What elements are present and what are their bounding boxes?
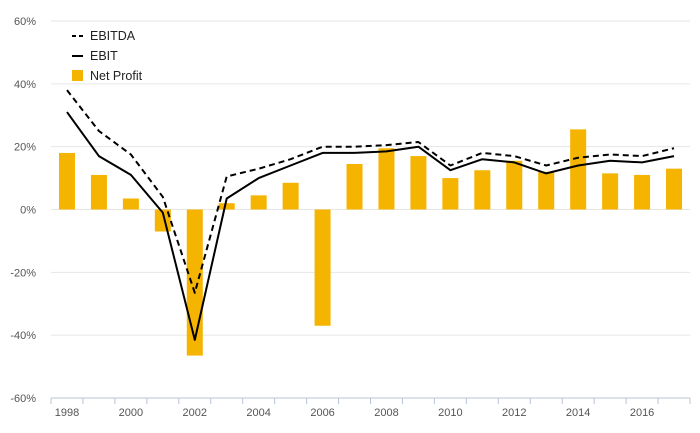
bar-net-profit [346,163,363,210]
y-tick-label: 20% [14,142,36,154]
bar-net-profit [282,182,299,210]
line-ebit [66,111,675,341]
bar-net-profit [90,174,107,210]
x-tick-label: 2012 [502,407,526,419]
legend-label-net-profit: Net Profit [90,69,143,83]
y-axis: 60% 40% 20% 0% -20% -40% -60% [10,16,36,405]
bar-net-profit [378,148,395,210]
legend-label-ebitda: EBITDA [90,29,136,43]
y-tick-label: 40% [14,79,36,91]
legend: EBITDA EBIT Net Profit [72,29,143,83]
bar-net-profit [314,209,331,326]
bar-net-profit [58,152,75,210]
bar-net-profit [186,209,203,356]
bar-net-profit [250,195,267,210]
x-tick-label: 2000 [119,407,143,419]
x-tick-label: 2010 [438,407,462,419]
x-tick-label: 2002 [183,407,207,419]
x-tick-label: 2004 [246,407,270,419]
x-tick-label: 1998 [55,407,79,419]
bar-net-profit [666,168,683,210]
bar-net-profit [506,160,523,210]
bar-net-profit [218,203,235,210]
line-ebitda [66,89,675,294]
x-tick-label: 2014 [566,407,590,419]
bar-net-profit [474,170,491,210]
y-tick-label: -20% [10,267,36,279]
y-tick-label: -40% [10,330,36,342]
bar-net-profit [538,171,555,210]
gridlines [51,20,690,399]
bar-net-profit [410,156,427,210]
bar-net-profit [634,174,651,210]
x-tick-label: 2016 [630,407,654,419]
bar-net-profit [602,173,619,210]
y-tick-label: 0% [20,205,36,217]
legend-label-ebit: EBIT [90,49,118,63]
series-lines [66,89,675,341]
legend-swatch-net-profit [72,70,83,81]
bar-net-profit [122,198,139,210]
y-tick-label: -60% [10,393,36,405]
x-axis: 1998 2000 2002 2004 2006 2008 2010 2012 2014 2016 [50,397,691,419]
bar-net-profit [442,178,459,210]
bar-net-profit [570,129,587,210]
y-tick-label: 60% [14,16,36,28]
x-tick-label: 2006 [310,407,334,419]
x-tick-label: 2008 [374,407,398,419]
